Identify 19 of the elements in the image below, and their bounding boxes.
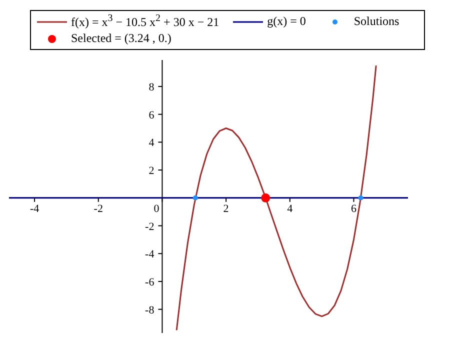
y-tick-label: 8 [148, 81, 155, 94]
y-tick-label: -4 [145, 248, 155, 261]
legend-label: Selected = (3.24 , 0.) [71, 31, 172, 46]
x-tick-label: 2 [223, 202, 229, 215]
line-series [176, 64, 377, 331]
x-tick-label: 6 [350, 202, 357, 215]
y-tick-label: -8 [145, 304, 155, 316]
y-tick-label: 6 [148, 109, 155, 122]
x-tick-label: -4 [30, 202, 40, 215]
x-tick-label: 0 [154, 202, 160, 215]
y-tick-label: 4 [148, 137, 155, 150]
x-tick-label: 4 [287, 202, 294, 215]
y-tick-label: -6 [145, 276, 155, 288]
y-tick-label: -2 [145, 220, 154, 233]
legend-label: g(x) = 0 [267, 14, 306, 29]
x-tick-label: -2 [94, 202, 103, 215]
legend-label: f(x) = x$^{3}$ − 10.5 x$^{2}$ + 30 x − 21 [71, 13, 220, 30]
legend-label: Solutions [354, 14, 400, 29]
y-tick-label: 2 [148, 165, 154, 178]
